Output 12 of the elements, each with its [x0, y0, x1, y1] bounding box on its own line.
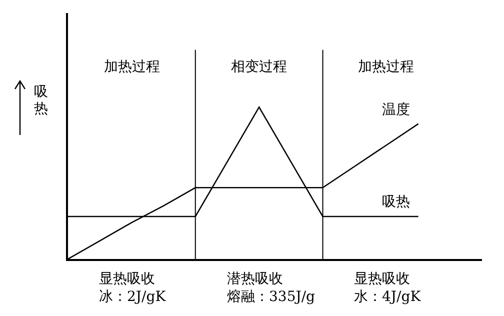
text: 冰：2J/gK — [99, 289, 166, 305]
text: 相变过程 — [231, 59, 287, 75]
text: 熔融：335J/g — [227, 289, 316, 305]
text: 潜热吸收 — [227, 271, 283, 287]
y-axis-title: 吸热 — [34, 84, 49, 118]
text: 加热过程 — [104, 59, 160, 75]
text: 显热吸收 — [354, 271, 410, 287]
text: 加热过程 — [358, 59, 414, 75]
series-label: 吸热 — [382, 194, 410, 210]
series-label: 温度 — [382, 102, 410, 118]
text: 水：4J/gK — [354, 289, 422, 305]
text: 显热吸收 — [99, 271, 155, 287]
